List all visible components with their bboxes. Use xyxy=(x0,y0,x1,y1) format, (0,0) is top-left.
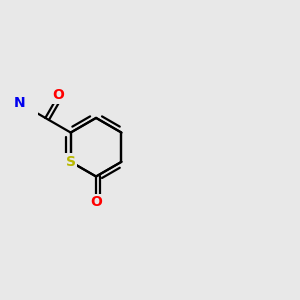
Text: N: N xyxy=(14,96,26,110)
Text: S: S xyxy=(66,155,76,169)
Text: O: O xyxy=(52,88,64,102)
Text: O: O xyxy=(90,195,102,209)
